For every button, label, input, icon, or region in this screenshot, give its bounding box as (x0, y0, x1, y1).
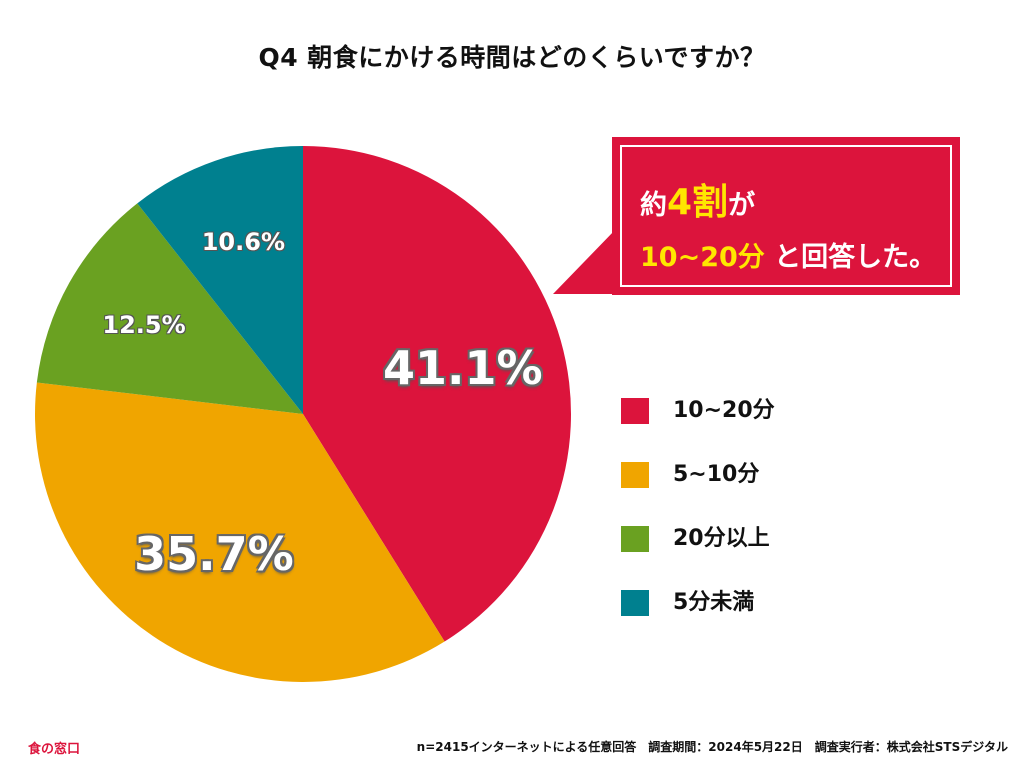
legend-swatch (621, 590, 649, 616)
callout-highlight-ratio: 4割 (667, 182, 729, 223)
survey-note: n=2415インターネットによる任意回答 調査期間：2024年5月22日 調査実… (416, 740, 1008, 754)
callout-box: 約4割が 10~20分 と回答した。 (612, 137, 960, 295)
legend-label: 10~20分 (673, 398, 775, 423)
pie-slice-4 (137, 146, 303, 414)
brand-label: 食の窓口 (28, 742, 81, 757)
callout-pointer (553, 230, 615, 294)
legend-item-1: 10~20分 (621, 396, 921, 426)
legend-item-3: 20分以上 (621, 524, 921, 554)
legend-swatch (621, 398, 649, 424)
callout-line-2: 10~20分 と回答した。 (640, 235, 936, 274)
callout-border: 約4割が 10~20分 と回答した。 (620, 145, 952, 287)
legend-label: 5~10分 (673, 462, 760, 487)
callout-text-answered: と回答した。 (764, 242, 937, 273)
legend-swatch (621, 462, 649, 488)
legend-item-4: 5分未満 (621, 588, 921, 618)
slice-label-4: 10.6% (201, 227, 285, 256)
pie-slice-3 (36, 203, 304, 414)
chart-title: Q4 朝食にかける時間はどのくらいですか？ (258, 43, 766, 72)
legend-label: 20分以上 (673, 526, 770, 551)
pie-slice-1 (303, 146, 571, 642)
slice-label-3: 12.5% (102, 310, 186, 339)
callout-line-1: 約4割が (640, 173, 755, 225)
slice-label-1: 41.1% (382, 341, 543, 396)
slice-label-2: 35.7% (134, 527, 294, 582)
callout-highlight-range: 10~20分 (640, 242, 765, 273)
callout-text-ga: が (728, 190, 756, 221)
callout-text-approx: 約 (640, 190, 667, 221)
legend-item-2: 5~10分 (621, 460, 921, 490)
pie-slice-2 (34, 382, 445, 682)
legend-swatch (621, 526, 649, 552)
legend-label: 5分未満 (673, 590, 755, 615)
